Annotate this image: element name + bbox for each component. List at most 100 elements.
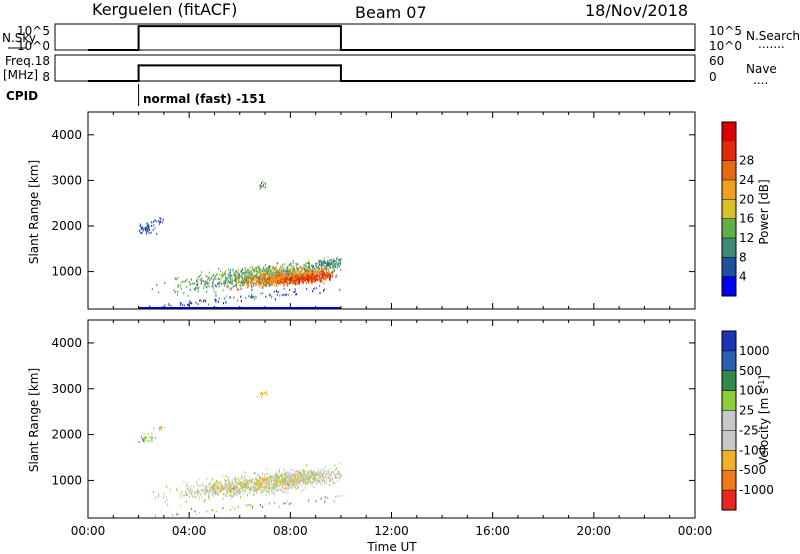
scatter-cell [215, 479, 217, 482]
scatter-cell [268, 283, 270, 286]
scatter-cell [225, 484, 227, 487]
scatter-cell [231, 282, 233, 285]
nsky-right-tick-top: 10^5 [709, 24, 742, 38]
scatter-cell [237, 278, 239, 281]
scatter-cell [292, 271, 294, 275]
scatter-cell [324, 271, 326, 274]
scatter-cell [290, 475, 292, 478]
scatter-cell [187, 492, 189, 495]
scatter-cell [229, 485, 231, 488]
scatter-cell [256, 267, 258, 270]
scatter-cell [235, 488, 237, 491]
scatter-cell [305, 265, 307, 268]
scatter-cell [289, 476, 291, 479]
scatter-cell [298, 268, 300, 271]
scatter-cell [300, 477, 302, 481]
scatter-cell [223, 272, 225, 275]
scatter-cell [187, 483, 189, 486]
scatter-cell [151, 440, 153, 443]
scatter-cell [212, 485, 214, 488]
scatter-cell [286, 275, 288, 278]
scatter-cell [260, 268, 262, 271]
scatter-cell [279, 487, 281, 490]
scatter-cell [286, 481, 288, 484]
scatter-cell [250, 488, 252, 491]
scatter-cell [212, 490, 214, 493]
scatter-cell [151, 436, 153, 439]
scatter-cell [292, 473, 294, 476]
scatter-cell [237, 268, 239, 271]
scatter-cell [301, 269, 303, 272]
scatter-cell [267, 269, 269, 272]
scatter-cell [318, 477, 320, 480]
scatter-cell [208, 496, 210, 499]
scatter-cell [242, 481, 244, 484]
scatter-cell [230, 274, 232, 277]
scatter-cell [154, 219, 156, 222]
scatter-cell [245, 479, 247, 482]
scatter-cell [269, 281, 271, 284]
scatter-cell [259, 186, 261, 189]
scatter-cell [276, 262, 278, 265]
scatter-cell [305, 262, 307, 265]
scatter-cell [195, 282, 197, 285]
scatter-cell [217, 282, 219, 285]
scatter-cell [212, 282, 214, 285]
scatter-cell [320, 273, 322, 276]
freq-left-tick-bottom: 8 [42, 70, 50, 84]
scatter-cell [249, 272, 251, 275]
scatter-cell [200, 282, 202, 285]
y-tick-label: 4000 [51, 128, 82, 142]
scatter-cell [240, 490, 242, 493]
scatter-cell [280, 272, 282, 275]
scatter-cell [266, 478, 268, 481]
scatter-cell [304, 273, 306, 276]
scatter-cell [276, 482, 278, 485]
scatter-cell [250, 271, 252, 274]
scatter-cell [190, 301, 192, 304]
scatter-cell [299, 484, 301, 487]
scatter-cell [249, 491, 251, 495]
scatter-cell [228, 281, 230, 284]
scatter-cell [194, 289, 196, 292]
scatter-cell [328, 264, 330, 267]
scatter-cell [270, 271, 272, 274]
scatter-cell [186, 285, 188, 288]
scatter-cell [239, 482, 241, 485]
scatter-cell [220, 487, 222, 490]
scatter-cell [289, 484, 291, 487]
scatter-cell [191, 282, 193, 285]
scatter-cell [149, 436, 151, 439]
scatter-cell [288, 268, 290, 271]
scatter-cell [264, 482, 266, 485]
scatter-cell [268, 282, 270, 285]
scatter-cell [303, 278, 305, 281]
scatter-cell [315, 500, 317, 503]
scatter-cell [307, 482, 309, 485]
scatter-cell [289, 264, 291, 267]
scatter-cell [294, 290, 296, 293]
nave-marker: .... [753, 73, 768, 87]
scatter-cell [223, 280, 225, 283]
scatter-cell [285, 274, 287, 277]
scatter-cell [241, 489, 243, 492]
scatter-cell [186, 493, 188, 496]
scatter-cell [240, 484, 242, 487]
scatter-cell [219, 273, 221, 276]
scatter-cell [258, 284, 260, 287]
scatter-cell [285, 278, 287, 281]
scatter-cell [245, 471, 247, 474]
scatter-cell [292, 282, 294, 285]
scatter-cell [248, 279, 250, 282]
colorbar-segment [722, 470, 736, 491]
scatter-cell [163, 496, 165, 499]
scatter-cell [261, 472, 263, 475]
scatter-cell [211, 509, 213, 512]
scatter-cell [315, 473, 317, 476]
scatter-cell [237, 299, 239, 302]
scatter-cell [315, 268, 317, 271]
scatter-cell [322, 271, 324, 274]
scatter-cell [306, 262, 308, 265]
scatter-cell [300, 274, 302, 277]
